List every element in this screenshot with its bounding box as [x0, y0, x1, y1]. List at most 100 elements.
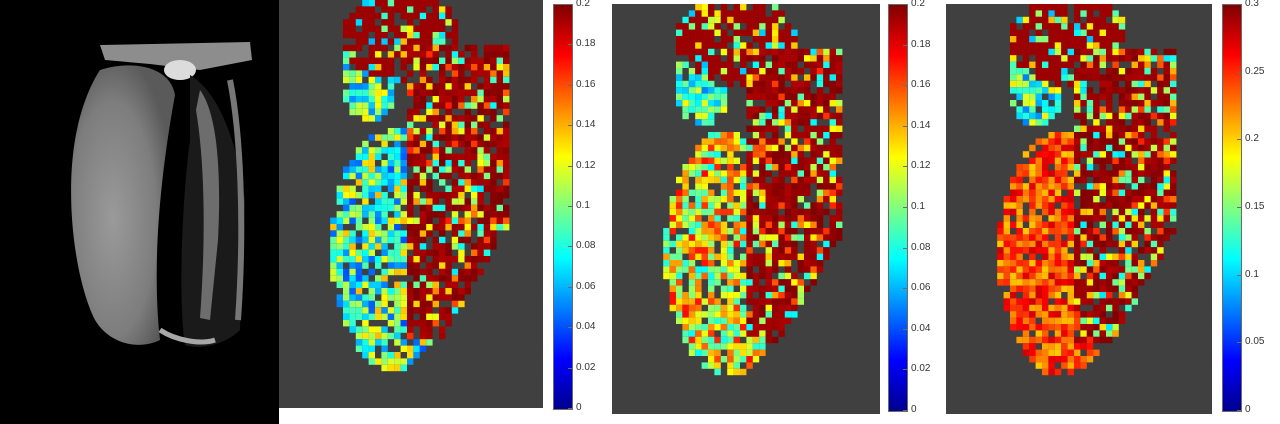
heatmap-cell [1138, 183, 1145, 190]
heatmap-cell [746, 285, 753, 292]
heatmap-cell [400, 256, 407, 263]
heatmap-cell [426, 275, 433, 282]
heatmap-cell [759, 80, 766, 88]
heatmap-cell [663, 240, 670, 248]
heatmap-cell [720, 93, 728, 100]
heatmap-cell [362, 345, 369, 352]
heatmap-cell [778, 324, 785, 331]
heatmap-cell [387, 96, 395, 103]
heatmap-cell [1042, 324, 1049, 331]
heatmap-cell [740, 260, 747, 267]
heatmap-cell [413, 134, 420, 141]
heatmap-cell [1093, 125, 1100, 132]
heatmap-cell [445, 44, 452, 52]
heatmap-cell [1093, 36, 1100, 43]
heatmap-cell [752, 112, 760, 120]
heatmap-cell [1093, 144, 1100, 152]
heatmap-cell [836, 106, 843, 113]
heatmap-cell [778, 228, 785, 235]
heatmap-cell [759, 234, 766, 241]
heatmap-cell [1112, 176, 1119, 184]
heatmap-cell [355, 275, 363, 282]
heatmap-cell [1029, 349, 1036, 356]
heatmap-cell [1131, 144, 1138, 152]
heatmap-cell [791, 93, 798, 100]
heatmap-cell [355, 249, 363, 256]
heatmap-cell [746, 260, 753, 267]
heatmap-cell [1093, 260, 1100, 267]
heatmap-cell [797, 215, 804, 222]
heatmap-cell [1086, 42, 1094, 49]
heatmap-cell [752, 253, 760, 260]
heatmap-cell [720, 285, 728, 292]
heatmap-cell [381, 217, 388, 224]
heatmap-cell [791, 311, 798, 318]
heatmap-cell [445, 64, 452, 71]
heatmap-cell [791, 100, 798, 107]
heatmap-cell [797, 119, 804, 126]
heatmap-cell [458, 70, 465, 77]
heatmap-cell [1080, 10, 1087, 17]
heatmap-cell [695, 61, 702, 68]
heatmap-cell [1138, 247, 1145, 254]
heatmap-cell [496, 51, 503, 58]
heatmap-cell [1118, 176, 1126, 184]
heatmap-cell [765, 164, 772, 171]
heatmap-cell [720, 48, 728, 56]
heatmap-cell [387, 268, 395, 276]
heatmap-cell [1054, 10, 1062, 17]
heatmap-cell [368, 38, 375, 45]
heatmap-cell [708, 4, 715, 11]
heatmap-cell [1080, 119, 1087, 126]
heatmap-cell [1144, 112, 1151, 120]
heatmap-cell [1022, 36, 1030, 43]
heatmap-cell [464, 44, 471, 52]
heatmap-cell [752, 29, 760, 36]
heatmap-cell [439, 70, 446, 77]
heatmap-cell [503, 211, 510, 218]
heatmap-cell [720, 100, 728, 107]
heatmap-cell [381, 6, 388, 13]
heatmap-cell [765, 16, 772, 24]
heatmap-cell [1035, 234, 1042, 241]
colorbar-tick-label: 0.14 [576, 119, 596, 131]
heatmap-cell [804, 221, 811, 228]
heatmap-cell [688, 336, 696, 344]
heatmap-cell [1099, 10, 1106, 17]
heatmap-cell [746, 106, 753, 113]
heatmap-cell [1016, 16, 1023, 24]
heatmap-cell [400, 172, 407, 180]
heatmap-cell [746, 68, 753, 75]
heatmap-cell [682, 336, 689, 344]
heatmap-cell [720, 234, 728, 241]
heatmap-cell [1035, 215, 1042, 222]
heatmap-cell [439, 275, 446, 282]
heatmap-cell [740, 304, 747, 312]
heatmap-cell [695, 74, 702, 81]
heatmap-cell [720, 330, 728, 337]
heatmap-cell [727, 356, 734, 363]
heatmap-cell [1029, 202, 1036, 209]
heatmap-cell [727, 164, 734, 171]
heatmap-cell [740, 196, 747, 203]
heatmap-cell [1067, 208, 1074, 216]
heatmap-cell [669, 304, 676, 312]
heatmap-cell [836, 157, 843, 164]
colorbar-tickmark [1237, 139, 1241, 141]
heatmap-cell [708, 349, 715, 356]
heatmap-cell [355, 153, 363, 160]
heatmap-cell [1074, 215, 1081, 222]
heatmap-cell [1125, 304, 1132, 312]
heatmap-cell [1118, 183, 1126, 190]
heatmap-cell [496, 44, 503, 52]
heatmap-cell [362, 236, 369, 244]
heatmap-cell [471, 57, 478, 64]
heatmap-cell [765, 324, 772, 331]
heatmap-cell [426, 300, 433, 308]
heatmap-cell [733, 215, 740, 222]
heatmap-cell [1106, 221, 1113, 228]
heatmap-cell [477, 153, 484, 160]
heatmap-cell [701, 100, 708, 107]
heatmap-cell [426, 313, 433, 320]
heatmap-cell [701, 23, 708, 30]
